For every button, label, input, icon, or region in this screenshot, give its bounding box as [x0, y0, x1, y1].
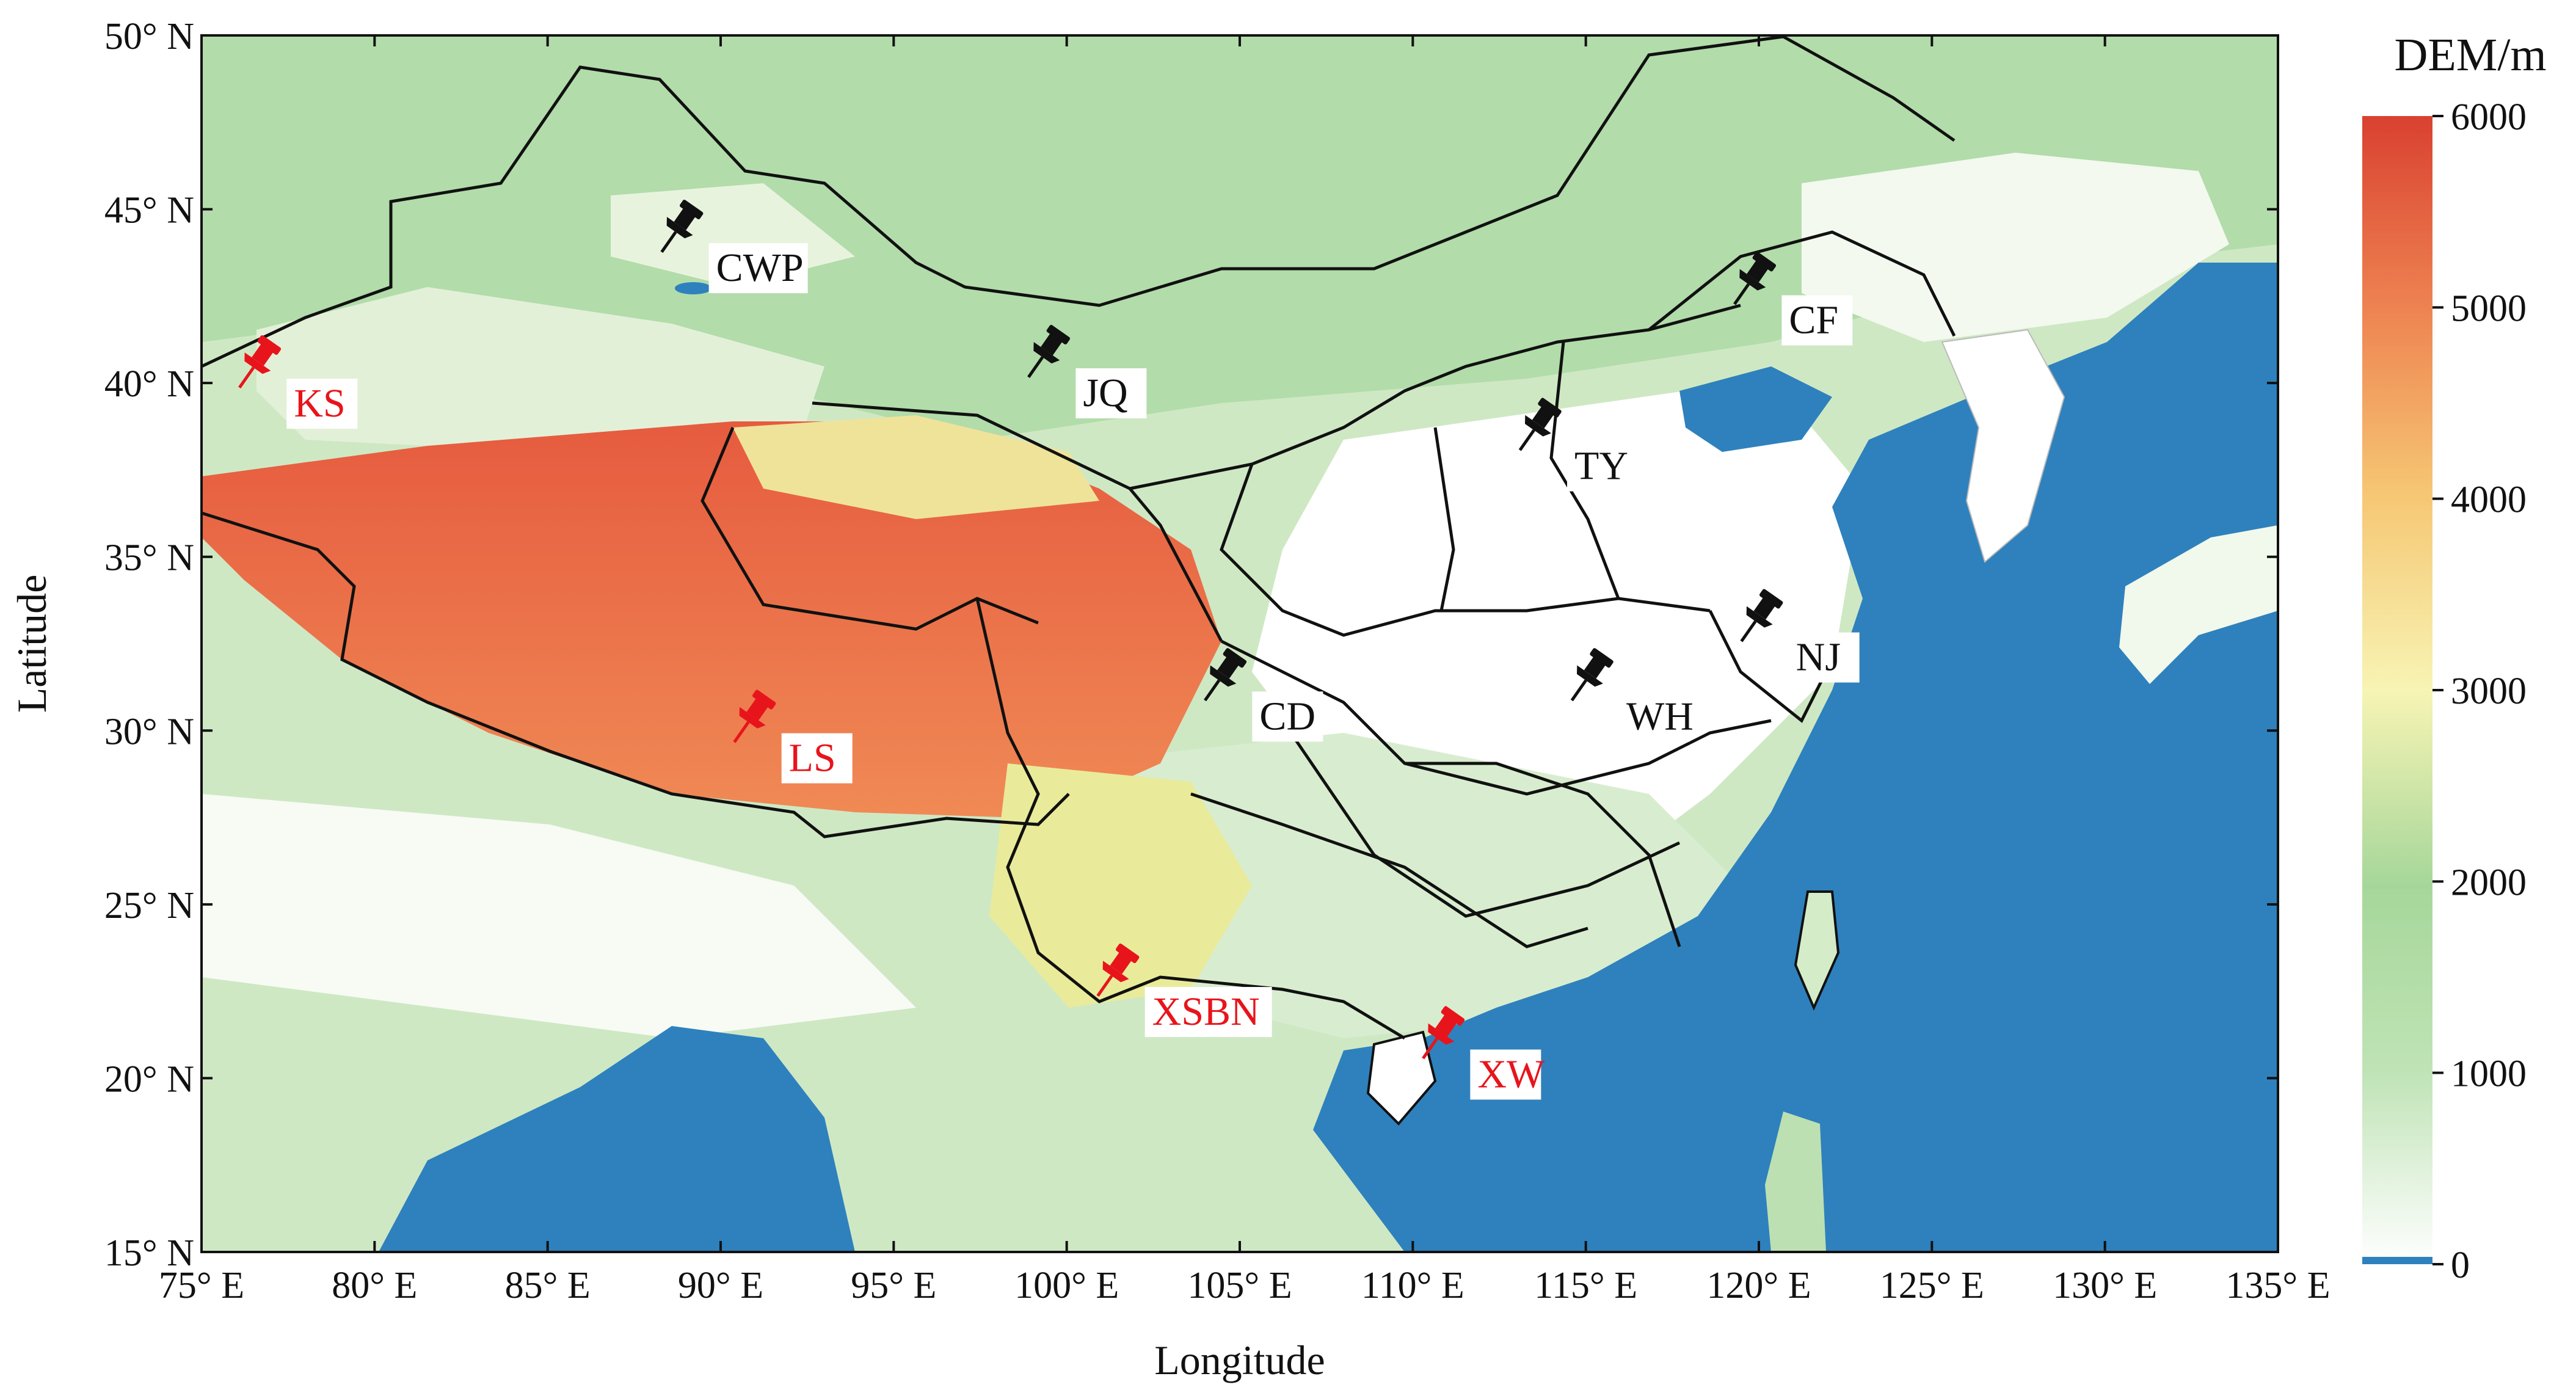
- ocean-bay-of-bengal: [379, 1026, 855, 1252]
- lon-tick-label: 105° E: [1187, 1265, 1292, 1306]
- site-marker-xsbn: XSBN: [1096, 943, 1272, 1038]
- ocean-east: [1313, 263, 2278, 1252]
- site-label: XSBN: [1152, 989, 1260, 1034]
- site-markers: KS CWP JQ CF TY NJ WH CD LS XSBN XW: [238, 200, 1860, 1100]
- lon-tick-label: 80° E: [332, 1265, 417, 1306]
- site-label-box: [1075, 368, 1147, 418]
- site-label-box: [1567, 441, 1638, 492]
- colorbar-title: DEM/m: [2394, 29, 2546, 81]
- lon-tick-label: 75° E: [159, 1265, 244, 1306]
- x-axis-title: Longitude: [1154, 1337, 1325, 1383]
- colorbar: [2362, 116, 2432, 1264]
- colorbar-zero-band: [2362, 1257, 2432, 1264]
- site-marker-ks: KS: [238, 335, 358, 429]
- pushpin-icon: [660, 200, 704, 253]
- pushpin-icon: [1422, 1006, 1465, 1060]
- pushpin-icon: [1570, 648, 1614, 702]
- site-label: KS: [294, 381, 345, 426]
- lon-tick-label: 130° E: [2053, 1265, 2157, 1306]
- bohai-sea: [1679, 366, 1832, 452]
- site-label: TY: [1574, 444, 1628, 489]
- tibetan-plateau: [202, 421, 1221, 818]
- pushpin-icon: [1740, 589, 1783, 642]
- lat-tick-label: 45° N: [104, 190, 194, 231]
- site-marker-nj: NJ: [1740, 589, 1860, 683]
- lat-tick-label: 25° N: [104, 885, 194, 926]
- pushpin-icon: [1204, 648, 1247, 702]
- qaidam-basin: [733, 415, 1099, 519]
- japan: [2119, 525, 2278, 684]
- pushpin-icon: [1518, 398, 1562, 451]
- site-marker-cd: CD: [1204, 648, 1323, 742]
- lon-tick-label: 125° E: [1880, 1265, 1984, 1306]
- site-label-box: [286, 379, 358, 429]
- lon-tick-label: 135° E: [2225, 1265, 2330, 1306]
- lon-tick-label: 110° E: [1361, 1265, 1464, 1306]
- colorbar-tick-label: 2000: [2451, 862, 2527, 903]
- colorbar-tick-label: 0: [2451, 1245, 2470, 1286]
- site-label-box: [781, 733, 853, 784]
- site-label: JQ: [1083, 371, 1127, 415]
- lon-tick-label: 120° E: [1706, 1265, 1811, 1306]
- site-marker-xw: XW: [1422, 1006, 1545, 1100]
- colorbar-tick-label: 5000: [2451, 288, 2527, 329]
- site-label: XW: [1477, 1052, 1545, 1097]
- india-plain: [202, 794, 916, 1038]
- lon-tick-label: 115° E: [1534, 1265, 1637, 1306]
- boundary-lines: [202, 35, 1956, 1040]
- colorbar-ticks: 6000 5000 4000 3000 2000 1000 0: [2432, 96, 2527, 1286]
- lat-tick-label: 20° N: [104, 1058, 194, 1100]
- site-marker-ty: TY: [1518, 398, 1638, 492]
- luzon: [1765, 1112, 1826, 1252]
- taiwan: [1794, 890, 1840, 1011]
- lon-tick-label: 85° E: [505, 1265, 591, 1306]
- longitude-ticks: 75° E 80° E 85° E 90° E 95° E 100° E 105° E 110…: [159, 35, 2330, 1306]
- site-label: CF: [1789, 297, 1838, 342]
- site-marker-wh: WH: [1570, 648, 1694, 742]
- site-marker-cf: CF: [1733, 252, 1853, 346]
- site-marker-cwp: CWP: [660, 200, 808, 294]
- northeast-lowlands: [1802, 153, 2229, 342]
- lon-tick-label: 100° E: [1014, 1265, 1119, 1306]
- site-label-box: [1788, 632, 1860, 683]
- y-axis-title: Latitude: [9, 575, 55, 713]
- lat-tick-label: 15° N: [104, 1232, 194, 1274]
- latitude-ticks: 50° N 45° N 40° N 35° N 30° N 25° N 20° N 15° N: [104, 16, 2278, 1274]
- site-label: NJ: [1796, 635, 1841, 680]
- site-label: WH: [1626, 694, 1694, 738]
- site-marker-jq: JQ: [1027, 324, 1147, 418]
- colorbar-tick-label: 4000: [2451, 479, 2527, 521]
- site-label: CD: [1259, 694, 1315, 738]
- korea: [1941, 329, 2065, 563]
- lon-tick-label: 90° E: [678, 1265, 763, 1306]
- pushpin-icon: [1096, 943, 1140, 997]
- pushpin-icon: [238, 335, 282, 389]
- lat-tick-label: 35° N: [104, 537, 194, 579]
- tarim-basin: [257, 287, 824, 452]
- colorbar-tick-label: 3000: [2451, 671, 2527, 712]
- pushpin-icon: [733, 690, 776, 743]
- site-label: LS: [789, 736, 836, 781]
- yunnan-plateau: [989, 763, 1252, 1008]
- lake: [675, 282, 711, 294]
- pushpin-icon: [1733, 252, 1777, 305]
- site-label-box: [1470, 1049, 1541, 1100]
- map-area: [202, 35, 2278, 1252]
- site-label-box: [708, 243, 808, 294]
- site-label-box: [1619, 691, 1690, 742]
- site-label: CWP: [716, 246, 804, 290]
- colorbar-tick-label: 6000: [2451, 96, 2527, 138]
- site-marker-ls: LS: [733, 690, 853, 784]
- lon-tick-label: 95° E: [851, 1265, 936, 1306]
- lat-tick-label: 40° N: [104, 363, 194, 405]
- site-label-box: [1144, 987, 1272, 1038]
- colorbar-tick-label: 1000: [2451, 1053, 2527, 1095]
- lat-tick-label: 50° N: [104, 16, 194, 57]
- lat-tick-label: 30° N: [104, 711, 194, 752]
- site-label-box: [1252, 691, 1323, 742]
- pushpin-icon: [1027, 324, 1071, 379]
- site-label-box: [1781, 295, 1853, 346]
- hainan: [1366, 1030, 1437, 1126]
